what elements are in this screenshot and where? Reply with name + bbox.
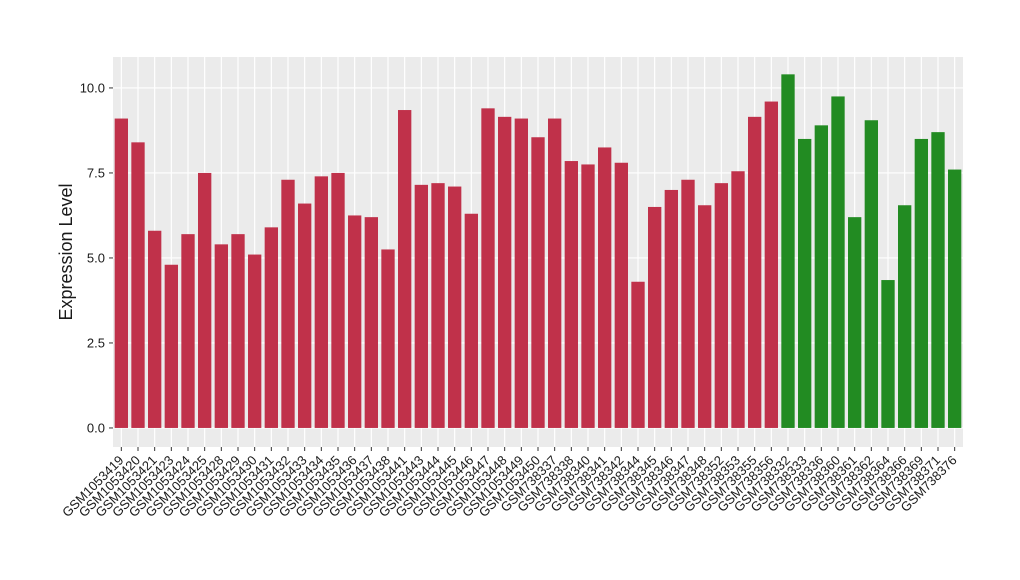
bar [164, 264, 178, 428]
bar [814, 125, 828, 428]
bar [881, 280, 895, 428]
y-tick-label: 2.5 [87, 335, 105, 350]
bar [748, 116, 762, 428]
bar [681, 179, 695, 428]
bar [298, 203, 312, 428]
bar [581, 164, 595, 428]
bar [514, 118, 528, 428]
bar [431, 183, 445, 428]
bar [214, 244, 228, 428]
bar [631, 281, 645, 428]
bar [798, 138, 812, 428]
bar [231, 234, 245, 428]
bar [564, 161, 578, 428]
bar [548, 118, 562, 428]
bar [248, 254, 262, 428]
bar [864, 120, 878, 428]
bar [131, 142, 145, 428]
bar [598, 147, 612, 428]
bar [648, 206, 662, 428]
bar [448, 186, 462, 428]
bar [331, 172, 345, 428]
bar [314, 176, 328, 428]
bar [614, 162, 628, 428]
bar [481, 108, 495, 428]
bar [714, 183, 728, 428]
bar [198, 172, 212, 428]
bar [898, 205, 912, 428]
bar [464, 213, 478, 428]
bar [281, 179, 295, 428]
bar [781, 74, 795, 428]
bar [931, 132, 945, 428]
bar [114, 118, 128, 428]
y-tick-label: 0.0 [87, 420, 105, 435]
bar [698, 205, 712, 428]
y-axis-label: Expression Level [56, 183, 76, 320]
bar [181, 234, 195, 428]
bar [948, 169, 962, 428]
bar [664, 189, 678, 428]
bar [364, 217, 378, 428]
bar [148, 230, 162, 428]
bar [731, 171, 745, 428]
bar [848, 217, 862, 428]
bar [914, 138, 928, 428]
bar [531, 137, 545, 428]
bar [498, 116, 512, 428]
y-tick-label: 10.0 [80, 80, 105, 95]
bar [398, 110, 412, 428]
bar [348, 215, 362, 428]
bar [381, 249, 395, 428]
bar [414, 184, 428, 428]
y-tick-label: 7.5 [87, 165, 105, 180]
y-tick-label: 5.0 [87, 250, 105, 265]
bar [264, 227, 278, 428]
bar [764, 101, 778, 428]
bar [831, 96, 845, 428]
